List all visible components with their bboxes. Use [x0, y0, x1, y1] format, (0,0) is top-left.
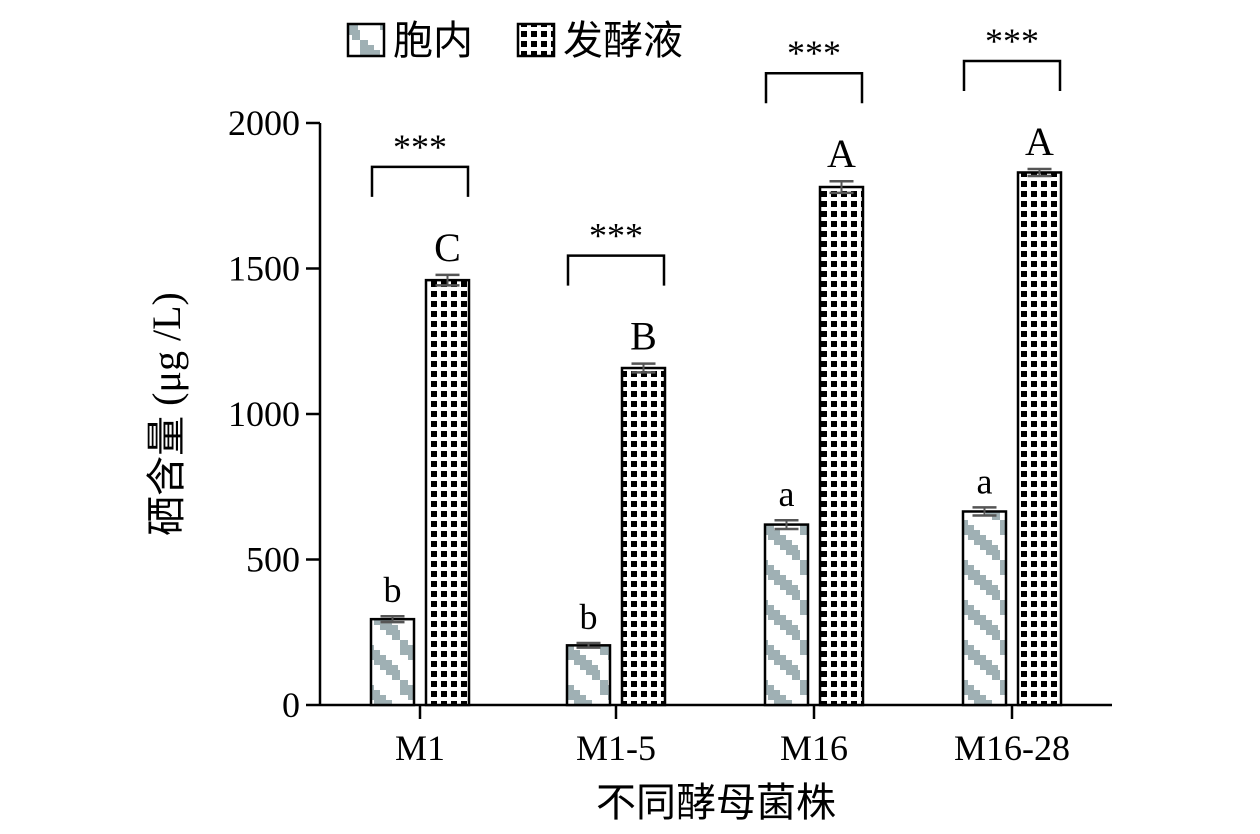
bar-broth-M1 [424, 278, 471, 707]
y-tick-label-1: 500 [246, 540, 300, 580]
x-tick-label-1: M1-5 [576, 728, 656, 768]
significance-bracket-1 [566, 254, 666, 286]
bar-intracellular-M16-28 [961, 510, 1008, 707]
significance-stars-1: *** [589, 216, 643, 256]
letter-1-3: A [1025, 119, 1054, 164]
x-tick-label-0: M1 [395, 728, 445, 768]
bar-intracellular-M1-5 [565, 644, 612, 707]
significance-bracket-0 [370, 165, 470, 197]
significance-stars-0: *** [393, 127, 447, 167]
bar-broth-M16-28 [1016, 171, 1063, 707]
bar-intracellular-M16 [763, 523, 810, 707]
letter-0-2: a [779, 474, 795, 514]
letter-1-0: C [434, 225, 461, 270]
x-tick-label-2: M16 [780, 728, 848, 768]
y-tick-label-4: 2000 [228, 103, 300, 143]
bar-broth-M1-5 [620, 366, 667, 707]
bar-broth-M16 [818, 185, 865, 707]
legend: 胞内 发酵液 [346, 18, 683, 63]
y-tick-label-2: 1000 [228, 394, 300, 434]
legend-swatch-intracellular [346, 22, 386, 58]
x-axis-title: 不同酵母菌株 [596, 780, 836, 825]
letter-0-3: a [977, 461, 993, 501]
significance-bracket-3 [962, 59, 1062, 91]
bar-intracellular-M1 [369, 617, 416, 707]
y-tick-label-3: 1500 [228, 249, 300, 289]
y-axis-title: 硒含量 (μg /L) [144, 292, 189, 536]
legend-label-broth: 发酵液 [563, 18, 683, 63]
letter-0-0: b [384, 570, 402, 610]
letter-1-1: B [630, 314, 657, 359]
letter-1-2: A [827, 131, 856, 176]
legend-swatch-broth [516, 22, 556, 58]
significance-bracket-2 [764, 71, 864, 104]
letter-0-1: b [580, 597, 598, 637]
legend-label-intracellular: 胞内 [393, 18, 473, 63]
significance-stars-3: *** [985, 21, 1039, 61]
significance-stars-2: *** [787, 33, 841, 73]
x-tick-label-3: M16-28 [954, 728, 1070, 768]
y-tick-label-0: 0 [282, 685, 300, 725]
